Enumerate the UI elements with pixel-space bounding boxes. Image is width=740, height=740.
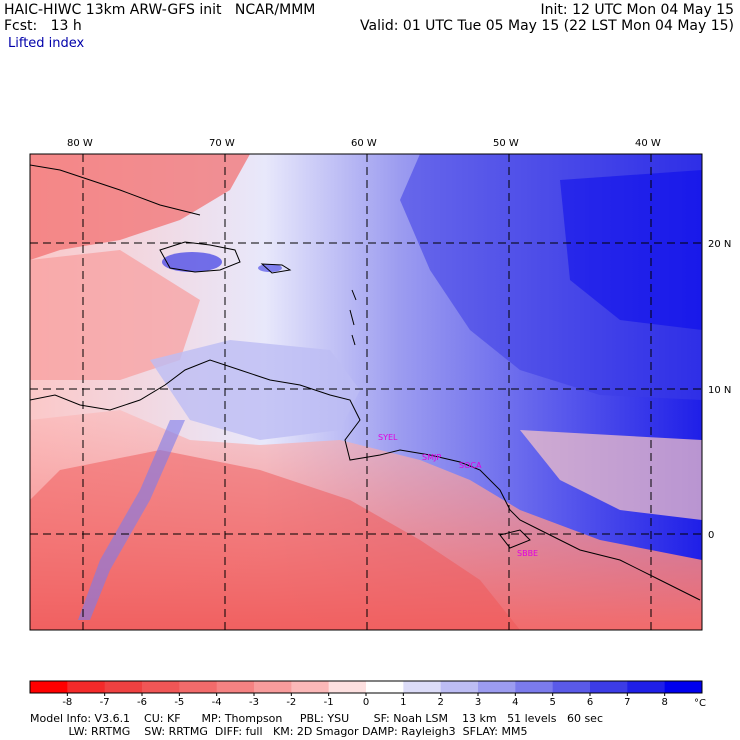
site-label-smjp: SMJP: [422, 453, 441, 462]
colorbar-tick-label: 1: [400, 697, 406, 708]
lon-label-70w: 70 W: [209, 138, 235, 149]
colorbar-unit: °C: [694, 698, 706, 709]
colorbar-tick-label: 2: [437, 697, 443, 708]
colorbar-tick-label: -3: [249, 697, 259, 708]
colorbar-swatch: [104, 681, 143, 693]
colorbar-swatch: [328, 681, 367, 693]
site-label-soca: SOCA: [459, 461, 482, 470]
colorbar-tick-label: -8: [62, 697, 72, 708]
colorbar-tick-label: 7: [624, 697, 630, 708]
colorbar: -8 -7 -6 -5 -4 -3 -2 -1 0 1 2 3 4 5 6 7 8: [29, 680, 703, 708]
colorbar-swatch: [515, 681, 554, 693]
colorbar-tick-label: 0: [363, 697, 369, 708]
colorbar-swatch: [142, 681, 180, 693]
colorbar-swatch: [590, 681, 628, 693]
field-name: Lifted index: [8, 36, 85, 51]
lon-label-50w: 50 W: [493, 138, 519, 149]
colorbar-tick-label: -1: [324, 697, 334, 708]
colorbar-swatch: [216, 681, 255, 693]
colorbar-swatch: [478, 681, 516, 693]
colorbar-tick-label: 5: [549, 697, 555, 708]
map-title: HAIC-HIWC 13km ARW-GFS init NCAR/MMM: [4, 2, 316, 18]
colorbar-tick-label: 6: [587, 697, 593, 708]
model-info-line1: Model Info: V3.6.1 CU: KF MP: Thompson P…: [30, 712, 603, 725]
colorbar-swatch: [552, 681, 591, 693]
init-time: Init: 12 UTC Mon 04 May 15: [540, 2, 734, 18]
lon-label-60w: 60 W: [351, 138, 377, 149]
colorbar-swatch: [254, 681, 292, 693]
forecast-hour: Fcst: 13 h: [4, 18, 82, 34]
colorbar-swatch: [403, 681, 442, 693]
colorbar-tick-label: -4: [212, 697, 222, 708]
lat-label-20n: 20 N: [708, 239, 731, 250]
colorbar-swatch: [440, 681, 479, 693]
map-frame: [29, 153, 703, 631]
model-info-line2: LW: RRTMG SW: RRTMG DIFF: full KM: 2D Sm…: [30, 725, 528, 738]
colorbar-swatch: [291, 681, 330, 693]
valid-time: Valid: 01 UTC Tue 05 May 15 (22 LST Mon …: [360, 18, 734, 34]
colorbar-tick-label: -6: [137, 697, 147, 708]
colorbar-tick-label: 8: [661, 697, 667, 708]
lon-label-80w: 80 W: [67, 138, 93, 149]
colorbar-tick-label: -7: [100, 697, 110, 708]
lat-label-0: 0: [708, 530, 714, 541]
site-label-syel: SYEL: [378, 433, 398, 442]
colorbar-tick-label: -2: [286, 697, 296, 708]
site-label-sbbe: SBBE: [517, 549, 538, 558]
colorbar-swatch: [179, 681, 218, 693]
colorbar-swatch: [67, 681, 106, 693]
lifted-index-field: [30, 154, 702, 630]
lon-label-40w: 40 W: [635, 138, 661, 149]
colorbar-swatch: [366, 681, 404, 693]
colorbar-tick-label: 3: [475, 697, 481, 708]
colorbar-tick-label: 4: [512, 697, 518, 708]
graticule: [30, 154, 702, 630]
colorbar-swatch: [664, 681, 703, 693]
colorbar-tick-label: -5: [174, 697, 184, 708]
lat-label-10n: 10 N: [708, 385, 731, 396]
colorbar-swatch: [30, 681, 68, 693]
colorbar-swatch: [627, 681, 666, 693]
